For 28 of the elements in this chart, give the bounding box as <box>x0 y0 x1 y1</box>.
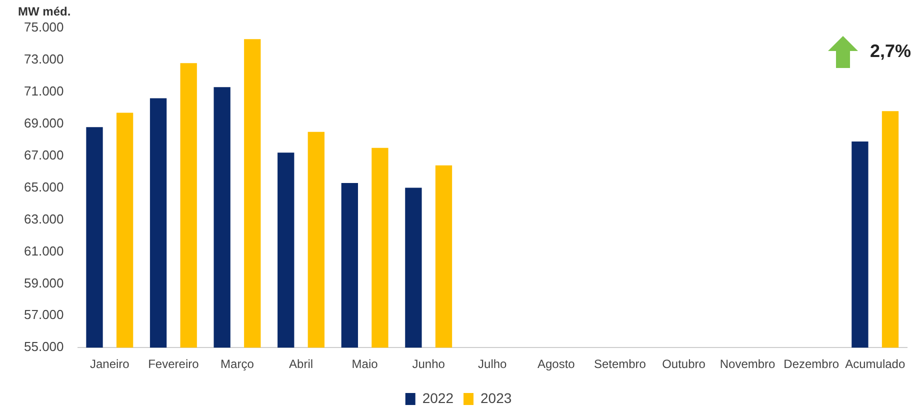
y-tick-label: 71.000 <box>24 84 64 98</box>
y-tick-label: 73.000 <box>24 52 64 67</box>
x-tick-label: Novembro <box>720 357 776 372</box>
x-tick-label: Junho <box>412 357 446 372</box>
y-tick-label: 57.000 <box>24 307 64 322</box>
x-tick-label: Abril <box>289 357 314 372</box>
y-tick-label: 67.000 <box>24 147 64 162</box>
x-tick-label: Julho <box>478 357 508 372</box>
annotation: 2,7% <box>870 40 912 61</box>
y-tick-label: 61.000 <box>24 243 64 258</box>
y-tick-label: 55.000 <box>24 339 64 354</box>
x-tick-label: Outubro <box>662 357 706 372</box>
x-tick-label: Maio <box>352 357 378 372</box>
y-tick-label: 75.000 <box>24 20 64 35</box>
x-tick-label: Dezembro <box>784 357 840 372</box>
y-tick-label: 69.000 <box>24 115 64 130</box>
x-tick-label: Março <box>220 357 254 372</box>
x-tick-label: Fevereiro <box>148 357 200 372</box>
legend-label: 2022 <box>422 390 454 406</box>
y-tick-label: 63.000 <box>24 211 64 226</box>
legend-label: 2023 <box>480 390 512 406</box>
y-tick-label: 59.000 <box>24 275 64 290</box>
y-axis-title: MW méd. <box>18 4 71 18</box>
x-tick-label: Agosto <box>537 357 576 372</box>
y-tick-label: 65.000 <box>24 179 64 194</box>
x-tick-label: Acumulado <box>845 357 906 372</box>
x-tick-label: Setembro <box>594 357 646 372</box>
x-tick-label: Janeiro <box>90 357 130 372</box>
